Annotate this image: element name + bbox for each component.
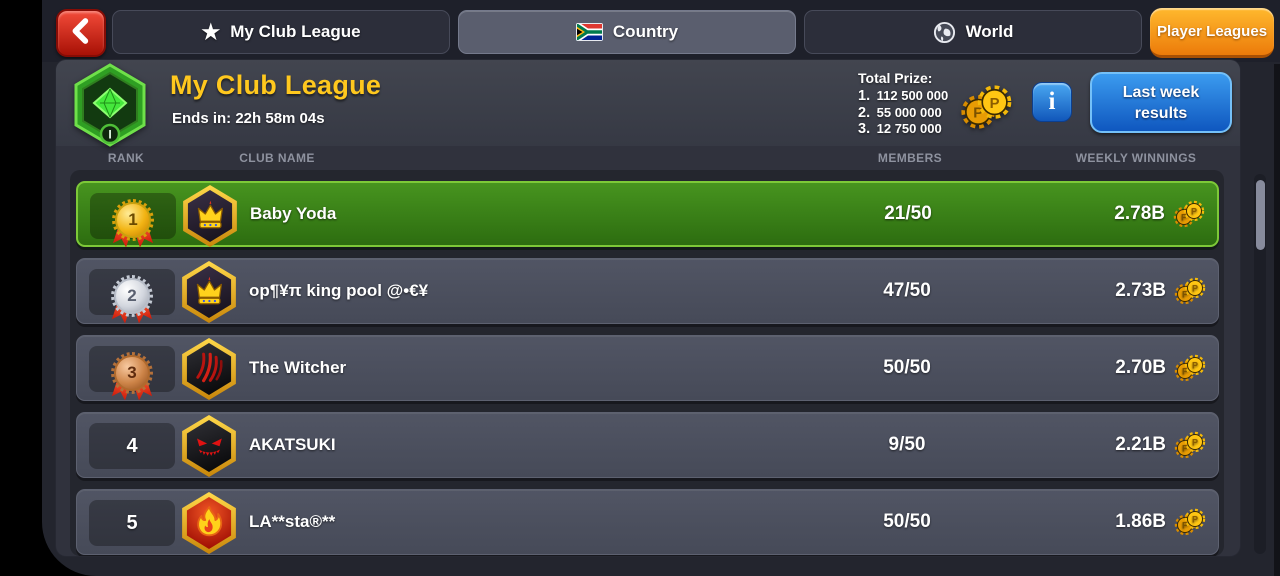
prize-line-1: 1. 112 500 000	[858, 88, 949, 104]
members-count: 50/50	[883, 357, 931, 378]
bronze-medal-icon: 3	[111, 352, 153, 395]
rank-box: 4	[89, 423, 175, 469]
svg-text:P: P	[1192, 284, 1198, 294]
crown-badge-icon	[183, 185, 237, 247]
tab-label: World	[965, 22, 1014, 41]
club-name: Baby Yoda	[250, 204, 337, 223]
league-timer: Ends in: 22h 58m 04s	[172, 110, 325, 127]
total-prize-block: Total Prize: 1. 112 500 000 2. 55 000 00…	[858, 70, 998, 138]
demon-badge-icon	[182, 415, 236, 477]
info-icon: i	[1048, 88, 1056, 115]
svg-text:P: P	[973, 106, 983, 122]
svg-text:P: P	[1182, 367, 1188, 377]
rank-box: 5	[89, 500, 175, 546]
tab-label: My Club League	[230, 22, 361, 41]
svg-text:P: P	[1182, 521, 1188, 531]
club-name: The Witcher	[249, 358, 347, 377]
south-africa-flag-icon	[575, 23, 603, 41]
rank-number: 4	[126, 434, 138, 457]
winnings-amount: 2.78B	[1114, 203, 1165, 224]
svg-text:P: P	[990, 96, 1000, 112]
svg-text:P: P	[1182, 444, 1188, 454]
column-header-weekly-winnings: WEEKLY WINNINGS	[1075, 151, 1197, 165]
screen-right-edge	[1274, 64, 1280, 576]
rank-box: 2	[89, 269, 175, 315]
tab-label: Country	[612, 22, 679, 41]
svg-text:P: P	[1192, 438, 1198, 448]
column-header-members: MEMBERS	[877, 151, 943, 165]
player-leagues-button[interactable]: Player Leagues	[1150, 8, 1274, 58]
members-count: 9/50	[888, 434, 926, 455]
info-button[interactable]: i	[1032, 82, 1072, 122]
tab-world[interactable]: World	[804, 10, 1142, 54]
flame-badge-icon	[182, 492, 236, 554]
members-count: 50/50	[883, 511, 931, 532]
club-name: AKATSUKI	[249, 435, 336, 454]
winnings-amount: 2.70B	[1115, 357, 1166, 378]
winnings-amount: 2.73B	[1115, 280, 1166, 301]
rank-number: 5	[126, 511, 138, 534]
club-name: op¶¥π king pool @•€¥	[249, 281, 429, 300]
total-prize-label: Total Prize:	[858, 70, 933, 86]
claw-badge-icon	[182, 338, 236, 400]
column-header-club-name: CLUB NAME	[239, 151, 315, 165]
league-title: My Club League	[170, 70, 382, 100]
club-name: LA**sta®**	[249, 512, 336, 531]
tab-my-club-league[interactable]: ★ My Club League	[112, 10, 450, 54]
svg-text:I: I	[108, 128, 111, 142]
prize-line-2: 2. 55 000 000	[858, 104, 942, 121]
rank-box: 3	[89, 346, 175, 392]
globe-icon	[933, 21, 956, 44]
silver-medal-icon: 2	[111, 275, 153, 318]
star-icon: ★	[201, 20, 221, 44]
crown-badge-icon	[182, 261, 236, 323]
back-button[interactable]	[56, 9, 106, 57]
svg-text:P: P	[1182, 290, 1188, 300]
svg-text:P: P	[1181, 213, 1187, 223]
svg-text:P: P	[1192, 361, 1198, 371]
winnings-amount: 1.86B	[1115, 511, 1166, 532]
svg-text:P: P	[1191, 207, 1197, 217]
column-header-rank: RANK	[107, 151, 145, 165]
tab-country[interactable]: Country	[458, 10, 796, 54]
winnings-amount: 2.21B	[1115, 434, 1166, 455]
chevron-left-icon	[66, 14, 96, 53]
gold-medal-icon: 1	[112, 199, 154, 242]
rank-box: 1	[90, 193, 176, 239]
last-week-results-button[interactable]: Last week results	[1090, 72, 1232, 133]
green-league-emblem-icon: I	[70, 63, 150, 147]
prize-line-3: 3. 12 750 000	[858, 121, 942, 137]
scrollbar-thumb[interactable]	[1255, 180, 1265, 250]
members-count: 47/50	[883, 280, 931, 301]
members-count: 21/50	[884, 203, 932, 224]
svg-text:P: P	[1192, 515, 1198, 525]
scrollbar-track	[1254, 174, 1266, 554]
